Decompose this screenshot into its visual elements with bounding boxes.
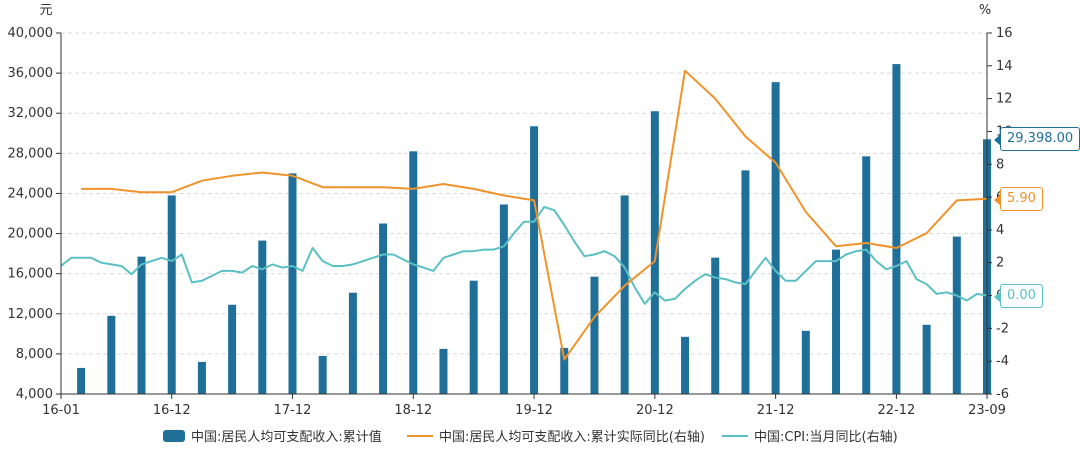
- income-bar: [469, 280, 478, 394]
- x-tick-label: 23-09: [968, 403, 1006, 418]
- income-bar: [530, 126, 539, 394]
- cpi-line: [60, 205, 988, 305]
- right-tick-label: 2: [996, 256, 1004, 271]
- income-bar: [741, 170, 750, 394]
- income-bar: [107, 315, 116, 394]
- income-bar: [771, 82, 780, 394]
- x-tick-label: 17-12: [274, 403, 312, 418]
- income-bar: [288, 173, 297, 394]
- income-bar: [379, 223, 388, 394]
- income-bar: [952, 236, 961, 394]
- legend-label-income-growth: 中国:居民人均可支配收入:累计实际同比(右轴): [439, 430, 705, 445]
- income-bar: [832, 249, 841, 394]
- income-bar: [137, 256, 146, 394]
- right-axis-unit: %: [979, 3, 991, 18]
- right-tick-label: 12: [996, 92, 1013, 107]
- left-tick-label: 8,000: [16, 347, 53, 362]
- right-tick-label: -6: [996, 387, 1009, 402]
- right-tick-label: -4: [996, 354, 1009, 369]
- legend: 中国:居民人均可支配收入:累计值 中国:居民人均可支配收入:累计实际同比(右轴)…: [0, 426, 1080, 448]
- x-tick-label: 16-01: [42, 403, 80, 418]
- income-bar: [77, 367, 86, 394]
- income-bar: [228, 304, 237, 394]
- income-bar: [711, 257, 720, 394]
- legend-label-cpi: 中国:CPI:当月同比(右轴): [754, 430, 898, 445]
- axes: 4,000 8,000 12,000 16,000 20,000 24,000 28,000…: [8, 26, 1013, 418]
- series-lines: [60, 69, 988, 361]
- income-bar: [590, 276, 599, 394]
- callout-income: 29,398.00: [993, 127, 1080, 152]
- x-tick-label: 16-12: [153, 403, 191, 418]
- x-tick-label: 22-12: [878, 403, 916, 418]
- right-tick-label: -2: [996, 321, 1009, 336]
- grid-lines: [61, 32, 987, 355]
- x-tick-label: 18-12: [394, 403, 432, 418]
- callout-income-growth: 5.90: [994, 186, 1043, 211]
- legend-swatch-cpi: [722, 434, 748, 437]
- x-tick-label: 20-12: [636, 403, 674, 418]
- income-bar: [499, 204, 508, 394]
- income-bar: [801, 330, 810, 394]
- left-tick-label: 28,000: [8, 146, 54, 161]
- x-tick-label: 21-12: [757, 403, 795, 418]
- income-bar: [318, 355, 327, 394]
- income-bar: [348, 292, 357, 394]
- income-bar: [922, 324, 931, 394]
- income-growth-line: [81, 69, 988, 361]
- income-bar: [258, 240, 267, 394]
- left-tick-label: 12,000: [8, 307, 54, 322]
- left-tick-label: 40,000: [8, 26, 54, 41]
- income-bar: [409, 151, 418, 394]
- income-bar: [197, 361, 206, 394]
- right-tick-label: 4: [996, 223, 1004, 238]
- legend-swatch-income: [163, 429, 185, 442]
- left-axis-unit: 元: [39, 3, 52, 18]
- right-tick-label: 16: [996, 26, 1013, 41]
- left-tick-label: 36,000: [8, 66, 54, 81]
- income-bar: [892, 64, 901, 394]
- legend-item-income-growth[interactable]: 中国:居民人均可支配收入:累计实际同比(右轴): [407, 426, 705, 445]
- left-tick-label: 24,000: [8, 186, 54, 201]
- legend-item-income[interactable]: 中国:居民人均可支配收入:累计值: [163, 426, 382, 445]
- income-bar: [681, 336, 690, 394]
- left-tick-label: 20,000: [8, 227, 54, 242]
- left-tick-label: 32,000: [8, 106, 54, 121]
- income-bar: [167, 195, 176, 394]
- legend-item-cpi[interactable]: 中国:CPI:当月同比(右轴): [722, 426, 898, 445]
- left-tick-label: 16,000: [8, 267, 54, 282]
- income-bars: [77, 64, 991, 394]
- callout-cpi: 0.00: [994, 283, 1043, 308]
- legend-label-income: 中国:居民人均可支配收入:累计值: [191, 430, 382, 445]
- income-bar: [560, 347, 569, 394]
- income-bar: [862, 156, 871, 394]
- income-bar: [620, 195, 629, 394]
- combo-chart: 4,000 8,000 12,000 16,000 20,000 24,000 28,000…: [8, 3, 1013, 418]
- income-bar: [650, 111, 659, 394]
- legend-swatch-income-growth: [407, 434, 433, 437]
- right-tick-label: 8: [996, 157, 1004, 172]
- income-bar: [439, 348, 448, 394]
- x-tick-label: 19-12: [515, 403, 553, 418]
- right-tick-label: 14: [996, 59, 1013, 74]
- left-tick-label: 4,000: [16, 387, 53, 402]
